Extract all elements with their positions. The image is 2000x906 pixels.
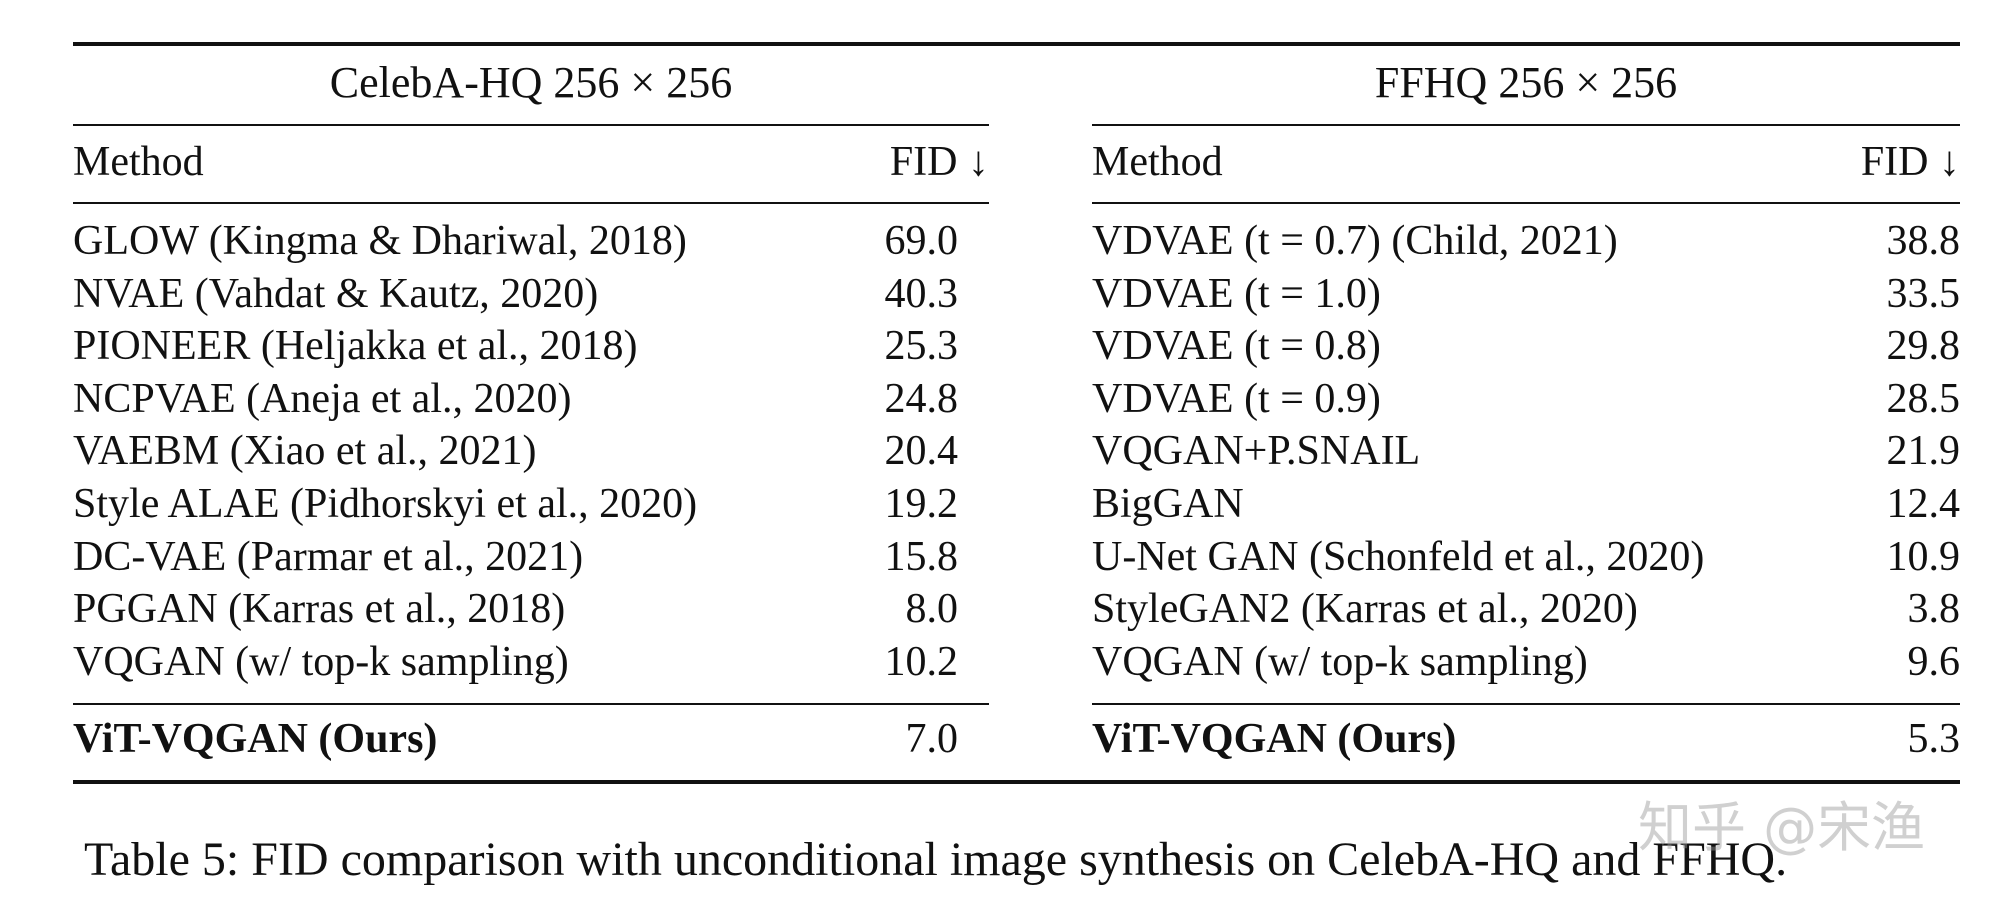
method-cell: BigGAN: [1092, 480, 1244, 527]
ours-rule: [1092, 703, 1960, 705]
table-row: GLOW (Kingma & Dhariwal, 2018) 69.0: [73, 215, 989, 268]
fid-cell: 8.0: [905, 586, 959, 633]
table-row: PIONEER (Heljakka et al., 2018) 25.3: [73, 320, 989, 373]
table-row: VDVAE (t = 1.0) 33.5: [1092, 268, 1960, 321]
method-cell: VDVAE (t = 0.8): [1092, 323, 1381, 370]
celeba-hq-table: CelebA-HQ 256 × 256 Method FID ↓ GLOW (K…: [73, 0, 989, 790]
ours-rule: [73, 703, 989, 705]
method-cell: NCPVAE (Aneja et al., 2020): [73, 375, 572, 422]
method-cell: PIONEER (Heljakka et al., 2018): [73, 323, 638, 370]
fid-cell: 28.5: [1886, 375, 1961, 422]
header-rule: [1092, 202, 1960, 204]
fid-cell: 25.3: [884, 323, 959, 370]
table-row: VDVAE (t = 0.8) 29.8: [1092, 320, 1960, 373]
method-cell: VQGAN (w/ top-k sampling): [1092, 638, 1588, 685]
fid-cell: 15.8: [884, 533, 959, 580]
fid-cell: 10.9: [1886, 533, 1961, 580]
table-row: VDVAE (t = 0.9) 28.5: [1092, 373, 1960, 426]
table-row: U-Net GAN (Schonfeld et al., 2020) 10.9: [1092, 531, 1960, 584]
header-rule: [73, 202, 989, 204]
fid-cell: 29.8: [1886, 323, 1961, 370]
fid-cell: 21.9: [1886, 428, 1961, 475]
fid-cell: 5.3: [1907, 716, 1961, 762]
table-caption: Table 5: FID comparison with uncondition…: [84, 833, 1788, 886]
table-row-ours: ViT-VQGAN (Ours) 7.0: [73, 713, 989, 765]
table-row: VDVAE (t = 0.7) (Child, 2021) 38.8: [1092, 215, 1960, 268]
method-cell: ViT-VQGAN (Ours): [1092, 716, 1457, 762]
method-cell: VAEBM (Xiao et al., 2021): [73, 428, 537, 475]
table-row: DC-VAE (Parmar et al., 2021) 15.8: [73, 531, 989, 584]
table-row: VQGAN+P.SNAIL 21.9: [1092, 425, 1960, 478]
method-cell: PGGAN (Karras et al., 2018): [73, 586, 566, 633]
fid-cell: 20.4: [884, 428, 959, 475]
method-cell: ViT-VQGAN (Ours): [73, 716, 438, 762]
table-row: Style ALAE (Pidhorskyi et al., 2020) 19.2: [73, 478, 989, 531]
fid-cell: 7.0: [905, 716, 959, 762]
method-cell: Style ALAE (Pidhorskyi et al., 2020): [73, 480, 698, 527]
fid-cell: 9.6: [1907, 638, 1961, 685]
method-cell: VQGAN (w/ top-k sampling): [73, 638, 569, 685]
column-header-method: Method: [1092, 139, 1223, 185]
table-body: VDVAE (t = 0.7) (Child, 2021) 38.8 VDVAE (…: [1092, 215, 1960, 688]
method-cell: VDVAE (t = 0.7) (Child, 2021): [1092, 218, 1618, 264]
table-row-ours: ViT-VQGAN (Ours) 5.3: [1092, 713, 1960, 765]
fid-cell: 33.5: [1886, 270, 1961, 317]
column-header-fid: FID ↓: [1860, 139, 1960, 185]
fid-cell: 69.0: [884, 218, 959, 264]
fid-cell: 19.2: [884, 480, 959, 527]
method-cell: U-Net GAN (Schonfeld et al., 2020): [1092, 533, 1705, 580]
title-rule: [1092, 124, 1960, 126]
table-row: NCPVAE (Aneja et al., 2020) 24.8: [73, 373, 989, 426]
watermark: 知乎 @宋渔: [1638, 796, 1926, 859]
method-cell: NVAE (Vahdat & Kautz, 2020): [73, 270, 599, 317]
table-row: VQGAN (w/ top-k sampling) 10.2: [73, 636, 989, 689]
table-row: BigGAN 12.4: [1092, 478, 1960, 531]
dataset-title: FFHQ 256 × 256: [1374, 58, 1678, 107]
table-row: StyleGAN2 (Karras et al., 2020) 3.8: [1092, 583, 1960, 636]
fid-cell: 10.2: [884, 638, 959, 685]
fid-cell: 40.3: [884, 270, 959, 317]
method-cell: GLOW (Kingma & Dhariwal, 2018): [73, 218, 687, 264]
method-cell: DC-VAE (Parmar et al., 2021): [73, 533, 584, 580]
title-rule: [73, 124, 989, 126]
table-row: PGGAN (Karras et al., 2018) 8.0: [73, 583, 989, 636]
table-bottom-rule: [73, 780, 1960, 784]
fid-cell: 12.4: [1886, 480, 1961, 527]
method-cell: VDVAE (t = 1.0): [1092, 270, 1381, 317]
table-row: VAEBM (Xiao et al., 2021) 20.4: [73, 425, 989, 478]
table-top-rule: [73, 42, 1960, 46]
table-row: NVAE (Vahdat & Kautz, 2020) 40.3: [73, 268, 989, 321]
dataset-title: CelebA-HQ 256 × 256: [329, 58, 733, 107]
column-header-fid: FID ↓: [889, 139, 989, 185]
fid-cell: 38.8: [1886, 218, 1961, 264]
method-cell: StyleGAN2 (Karras et al., 2020): [1092, 586, 1638, 633]
fid-cell: 3.8: [1907, 586, 1961, 633]
method-cell: VDVAE (t = 0.9): [1092, 375, 1381, 422]
table-body: GLOW (Kingma & Dhariwal, 2018) 69.0 NVAE (…: [73, 215, 989, 688]
table-row: VQGAN (w/ top-k sampling) 9.6: [1092, 636, 1960, 689]
fid-cell: 24.8: [884, 375, 959, 422]
method-cell: VQGAN+P.SNAIL: [1092, 428, 1421, 475]
ffhq-table: FFHQ 256 × 256 Method FID ↓ VDVAE (t = 0…: [1092, 0, 1960, 790]
column-header-method: Method: [73, 139, 204, 185]
